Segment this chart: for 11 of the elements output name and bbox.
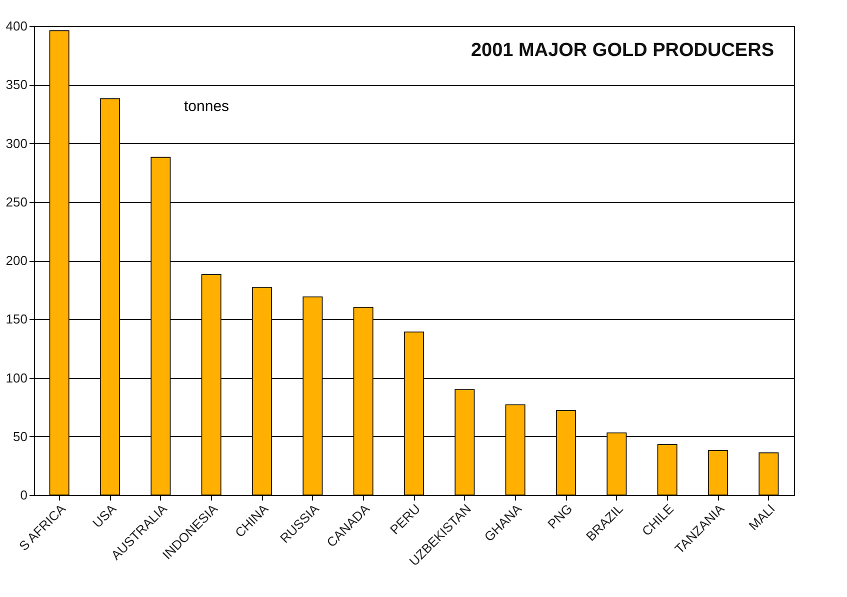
annotation: tonnes <box>184 98 230 115</box>
y-tick-label: 300 <box>6 136 28 151</box>
y-tick-label: 150 <box>6 312 28 327</box>
y-tick-label: 350 <box>6 77 28 92</box>
y-tick-label: 400 <box>6 18 28 34</box>
y-tick-label: 0 <box>20 488 28 502</box>
y-tick-label: 250 <box>6 194 28 210</box>
y-tick-label: 50 <box>13 428 28 444</box>
y-tick-label: 100 <box>6 370 28 386</box>
y-tick-label: 200 <box>6 253 28 268</box>
text: 2001 MAJOR GOLD PRODUCERS <box>470 40 774 61</box>
